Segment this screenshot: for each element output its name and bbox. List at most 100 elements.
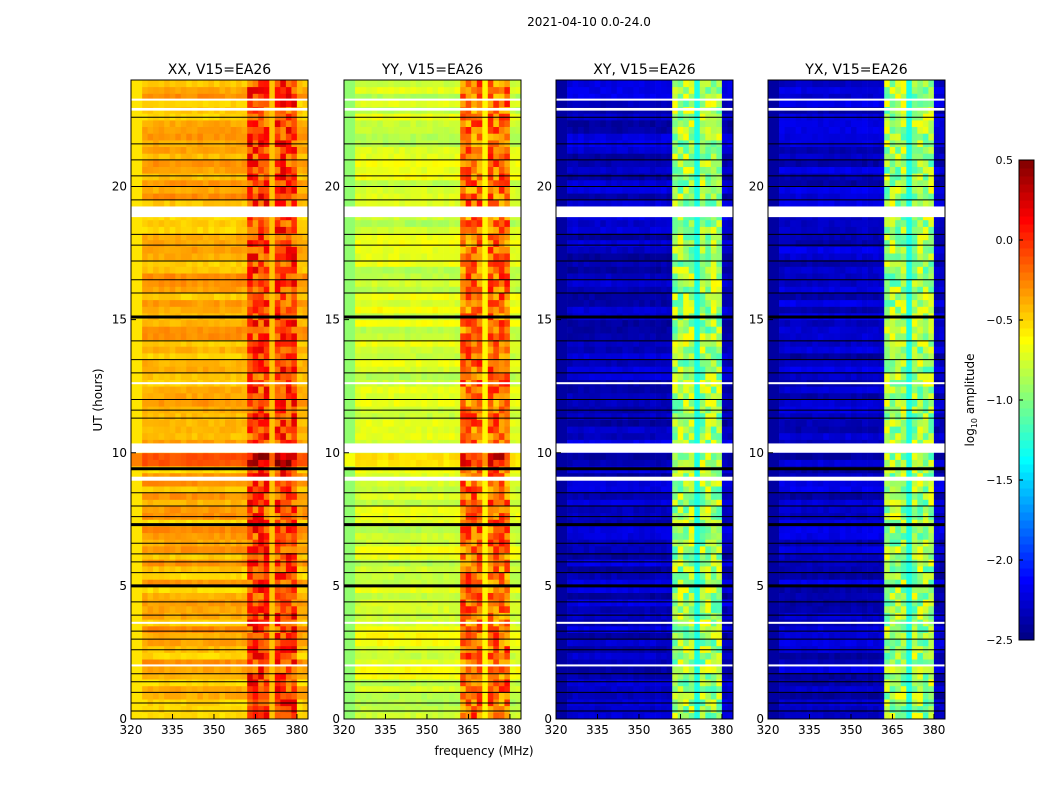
heatmap-cell <box>274 612 281 620</box>
heatmap-cell <box>269 93 276 101</box>
heatmap-cell <box>269 299 276 307</box>
heatmap-cell <box>269 552 276 560</box>
heatmap-cell <box>482 399 489 407</box>
heatmap-cell <box>515 519 522 527</box>
heatmap-cell <box>421 479 428 487</box>
heatmap-cell <box>371 705 378 713</box>
heatmap-cell <box>158 426 165 434</box>
heatmap-cell <box>197 506 204 514</box>
heatmap-cell <box>136 339 143 347</box>
heatmap-cell <box>219 639 226 647</box>
heatmap-cell <box>164 499 171 507</box>
heatmap-cell <box>258 259 265 267</box>
heatmap-cell <box>296 599 303 607</box>
heatmap-cell <box>482 392 489 400</box>
heatmap-cell <box>258 552 265 560</box>
heatmap-cell <box>241 352 248 360</box>
heatmap-cell <box>404 472 411 480</box>
heatmap-cell <box>225 286 231 294</box>
heatmap-cell <box>230 293 237 301</box>
heatmap-cell <box>399 685 406 693</box>
heatmap-cell <box>421 685 428 693</box>
heatmap-cell <box>393 599 400 607</box>
heatmap-cell <box>349 572 356 580</box>
heatmap-cell <box>269 639 276 647</box>
heatmap-cell <box>147 572 154 580</box>
heatmap-cell <box>180 565 187 573</box>
heatmap-cell <box>388 492 395 500</box>
heatmap-cell <box>136 306 143 314</box>
heatmap-cell <box>175 585 182 593</box>
heatmap-cell <box>191 426 198 434</box>
heatmap-cell <box>258 253 265 261</box>
heatmap-cell <box>302 559 309 567</box>
heatmap-cell <box>131 659 137 667</box>
heatmap-cell <box>349 599 356 607</box>
heatmap-cell <box>131 386 137 394</box>
heatmap-cell <box>158 166 165 174</box>
heatmap-cell <box>136 253 143 261</box>
heatmap-cell <box>454 665 461 673</box>
heatmap-cell <box>158 266 165 274</box>
heatmap-cell <box>388 526 395 534</box>
heatmap-cell <box>438 605 444 613</box>
heatmap-cell <box>410 359 417 367</box>
heatmap-cell <box>247 319 254 327</box>
heatmap-cell <box>230 366 237 374</box>
heatmap-cell <box>427 579 433 587</box>
heatmap-cell <box>131 625 137 633</box>
heatmap-cell <box>415 559 422 567</box>
heatmap-cell <box>219 432 226 440</box>
heatmap-cell <box>432 585 439 593</box>
heatmap-cell <box>175 399 182 407</box>
heatmap-cell <box>208 499 215 507</box>
heatmap-cell <box>263 459 270 467</box>
heatmap-cell <box>158 299 165 307</box>
heatmap-cell <box>388 705 395 713</box>
heatmap-cell <box>202 679 209 687</box>
heatmap-cell <box>180 186 187 194</box>
heatmap-cell <box>421 372 428 380</box>
heatmap-cell <box>147 319 154 327</box>
heatmap-cell <box>410 479 417 487</box>
heatmap-cell <box>180 585 187 593</box>
heatmap-cell <box>214 179 220 187</box>
heatmap-cell <box>214 639 220 647</box>
heatmap-cell <box>274 532 281 540</box>
heatmap-cell <box>247 439 254 447</box>
heatmap-cell <box>404 705 411 713</box>
heatmap-cell <box>449 386 455 394</box>
heatmap-cell <box>225 159 231 167</box>
heatmap-cell <box>247 412 254 420</box>
heatmap-cell <box>302 459 309 467</box>
heatmap-cell <box>269 459 276 467</box>
heatmap-cell <box>186 226 193 234</box>
heatmap-cell <box>476 639 483 647</box>
heatmap-cell <box>465 639 472 647</box>
heatmap-cell <box>349 612 356 620</box>
heatmap-cell <box>247 432 254 440</box>
heatmap-cell <box>366 712 372 720</box>
heatmap-cell <box>258 239 265 247</box>
heatmap-cell <box>241 273 248 281</box>
heatmap-cell <box>460 532 467 540</box>
heatmap-cell <box>153 499 159 507</box>
heatmap-cell <box>487 579 494 587</box>
heatmap-cell <box>252 632 259 640</box>
heatmap-cell <box>454 346 461 354</box>
heatmap-cell <box>142 599 148 607</box>
heatmap-cell <box>225 705 231 713</box>
heatmap-cell <box>175 386 182 394</box>
heatmap-cell <box>388 532 395 540</box>
heatmap-cell <box>197 179 204 187</box>
heatmap-cell <box>175 332 182 340</box>
heatmap-cell <box>247 386 254 394</box>
heatmap-cell <box>349 506 356 514</box>
heatmap-cell <box>208 712 215 720</box>
heatmap-cell <box>274 273 281 281</box>
heatmap-cell <box>214 599 220 607</box>
heatmap-cell <box>136 199 143 207</box>
heatmap-cell <box>147 639 154 647</box>
heatmap-cell <box>241 246 248 254</box>
heatmap-cell <box>147 93 154 101</box>
